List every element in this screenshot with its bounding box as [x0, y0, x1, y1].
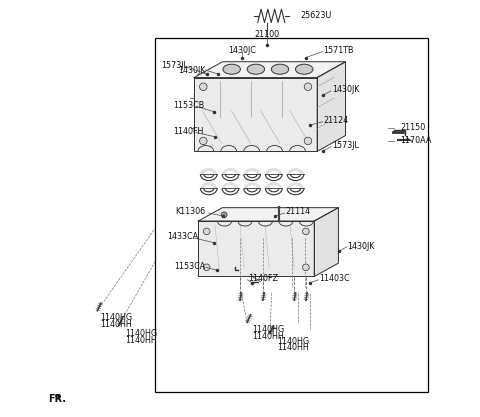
Text: 1571TB: 1571TB: [324, 45, 354, 55]
Text: 11403C: 11403C: [319, 274, 350, 283]
Polygon shape: [244, 168, 261, 174]
Polygon shape: [287, 168, 304, 174]
Text: 1140HG: 1140HG: [100, 313, 132, 322]
Text: 1140HH: 1140HH: [277, 343, 309, 352]
Text: 21114: 21114: [286, 207, 311, 216]
Polygon shape: [198, 208, 338, 221]
Polygon shape: [287, 182, 304, 188]
Text: 1430JK: 1430JK: [179, 65, 206, 75]
Circle shape: [200, 83, 207, 90]
Text: FR.: FR.: [48, 394, 66, 404]
Text: 1140HH: 1140HH: [252, 332, 284, 341]
Text: 1140HH: 1140HH: [100, 320, 132, 329]
Text: 1430JK: 1430JK: [332, 85, 359, 94]
Text: K11306: K11306: [176, 207, 206, 216]
Ellipse shape: [296, 64, 313, 74]
Text: 1430JC: 1430JC: [228, 45, 256, 55]
Polygon shape: [265, 182, 282, 188]
Circle shape: [304, 83, 312, 90]
Polygon shape: [265, 168, 282, 174]
Text: 1140FZ: 1140FZ: [248, 274, 278, 283]
Text: 1140HG: 1140HG: [252, 325, 285, 334]
Text: 25623U: 25623U: [300, 11, 332, 20]
Polygon shape: [194, 78, 317, 151]
Circle shape: [200, 137, 207, 145]
Ellipse shape: [271, 64, 289, 74]
Text: 1153CB: 1153CB: [173, 100, 204, 110]
Polygon shape: [194, 62, 346, 78]
Circle shape: [221, 212, 227, 218]
Circle shape: [304, 137, 312, 145]
Circle shape: [302, 264, 309, 271]
Polygon shape: [222, 168, 239, 174]
Text: 21124: 21124: [324, 116, 348, 125]
Circle shape: [204, 228, 210, 235]
Text: 1140HH: 1140HH: [125, 336, 157, 345]
Text: 1140HG: 1140HG: [277, 337, 310, 346]
Text: 1170AA: 1170AA: [400, 136, 432, 146]
Text: 1573JL: 1573JL: [161, 61, 188, 70]
Polygon shape: [198, 221, 314, 276]
Polygon shape: [222, 182, 239, 188]
Text: 21100: 21100: [254, 30, 280, 39]
Ellipse shape: [247, 64, 264, 74]
Polygon shape: [200, 168, 217, 174]
Polygon shape: [244, 182, 261, 188]
Text: 21150: 21150: [400, 123, 426, 132]
Bar: [155, 38, 428, 392]
Circle shape: [302, 228, 309, 235]
Text: 1433CA: 1433CA: [167, 232, 198, 241]
Polygon shape: [314, 208, 338, 276]
Ellipse shape: [223, 64, 240, 74]
Text: 1573JL: 1573JL: [332, 141, 359, 150]
Polygon shape: [317, 62, 346, 151]
Text: 1430JK: 1430JK: [348, 241, 375, 251]
Polygon shape: [200, 182, 217, 188]
Text: 1140HG: 1140HG: [125, 329, 157, 338]
Text: 1140FH: 1140FH: [173, 127, 204, 136]
Circle shape: [204, 264, 210, 271]
Text: 1153CA: 1153CA: [175, 261, 206, 271]
